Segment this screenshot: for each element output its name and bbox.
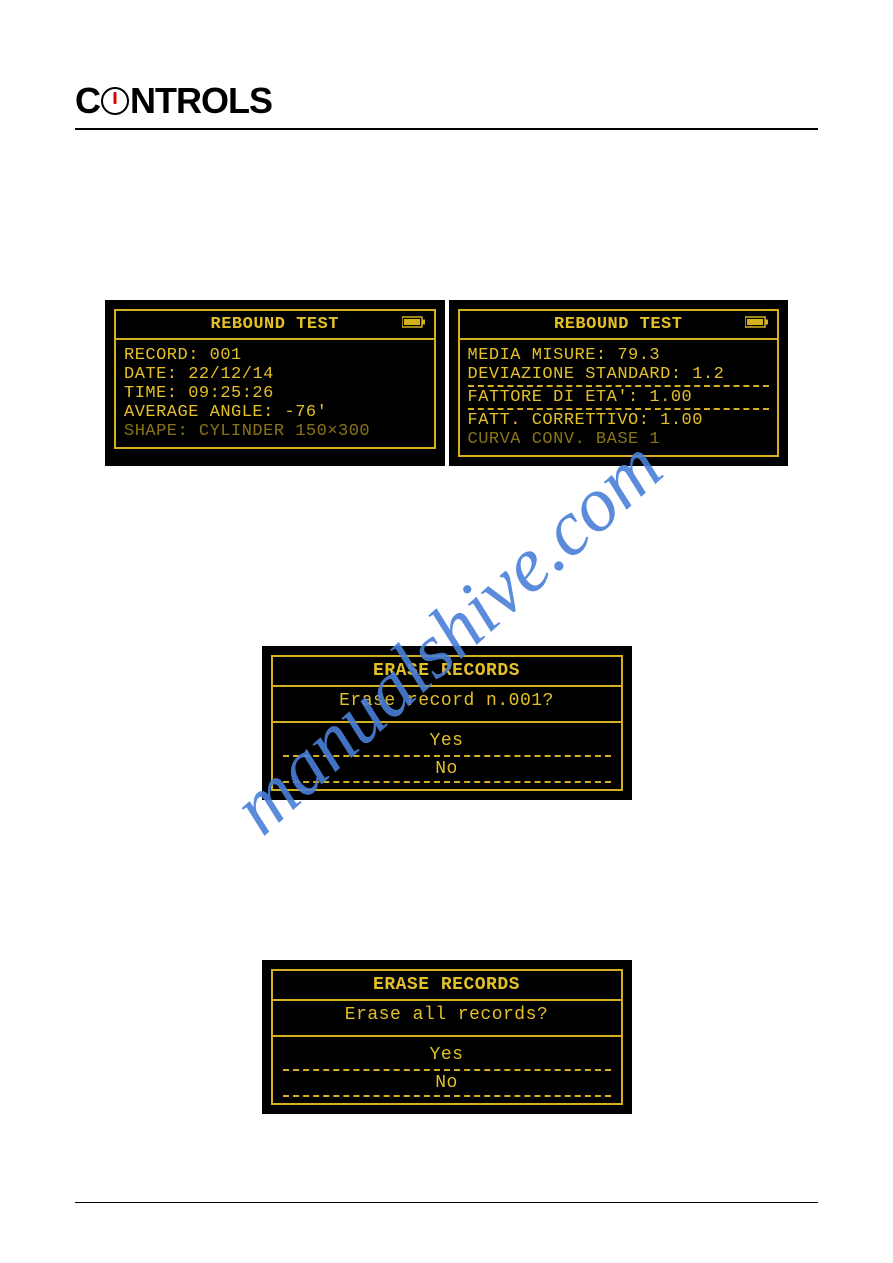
erase1-title-bar: ERASE RECORDS — [271, 655, 623, 687]
spacer — [40, 466, 853, 646]
battery-icon — [402, 315, 426, 335]
gauge-icon — [101, 87, 129, 115]
screen2-title-bar: REBOUND TEST — [458, 309, 780, 340]
screen1-line: SHAPE: CYLINDER 150×300 — [124, 422, 426, 441]
document-page: C NTROLS REBOUND TEST RECORD: 001 DATE: — [0, 0, 893, 1263]
screen1-line: RECORD: 001 — [124, 346, 426, 365]
screen1-line: DATE: 22/12/14 — [124, 365, 426, 384]
rebound-screens-row: REBOUND TEST RECORD: 001 DATE: 22/12/14 … — [105, 300, 788, 466]
spacer — [40, 800, 853, 960]
footer-underline — [75, 1202, 818, 1203]
screen1-title-bar: REBOUND TEST — [114, 309, 436, 340]
screen1-title: REBOUND TEST — [211, 315, 339, 334]
logo-text: C NTROLS — [75, 80, 272, 122]
erase1-title: ERASE RECORDS — [373, 661, 520, 681]
screen1-body: RECORD: 001 DATE: 22/12/14 TIME: 09:25:2… — [114, 340, 436, 449]
erase2-yes-option[interactable]: Yes — [283, 1043, 611, 1067]
erase2-no-option[interactable]: No — [283, 1069, 611, 1097]
erase2-title-bar: ERASE RECORDS — [271, 969, 623, 1001]
erase1-options: Yes No — [271, 721, 623, 791]
logo-post: NTROLS — [130, 80, 272, 122]
erase-all-panel: ERASE RECORDS Erase all records? Yes No — [262, 960, 632, 1114]
brand-logo: C NTROLS — [75, 80, 853, 122]
screen2-line: FATTORE DI ETA': 1.00 — [468, 385, 770, 410]
erase1-yes-option[interactable]: Yes — [283, 729, 611, 753]
screen2-body: MEDIA MISURE: 79.3 DEVIAZIONE STANDARD: … — [458, 340, 780, 457]
erase1-question: Erase record n.001? — [271, 687, 623, 721]
erase-record-panel: ERASE RECORDS Erase record n.001? Yes No — [262, 646, 632, 800]
battery-icon — [745, 315, 769, 335]
screen2-title: REBOUND TEST — [554, 315, 682, 334]
rebound-screen-left: REBOUND TEST RECORD: 001 DATE: 22/12/14 … — [105, 300, 445, 466]
erase2-title: ERASE RECORDS — [373, 975, 520, 995]
screen1-line: TIME: 09:25:26 — [124, 384, 426, 403]
screen2-line: MEDIA MISURE: 79.3 — [468, 346, 770, 365]
rebound-screen-right: REBOUND TEST MEDIA MISURE: 79.3 DEVIAZIO… — [449, 300, 789, 466]
logo-pre: C — [75, 80, 100, 122]
screen2-line: CURVA CONV. BASE 1 — [468, 430, 770, 449]
screen2-line: DEVIAZIONE STANDARD: 1.2 — [468, 365, 770, 384]
erase2-options: Yes No — [271, 1035, 623, 1105]
screen1-line: AVERAGE ANGLE: -76' — [124, 403, 426, 422]
erase1-no-option[interactable]: No — [283, 755, 611, 783]
header-underline — [75, 128, 818, 130]
screen2-line: FATT. CORRETTIVO: 1.00 — [468, 411, 770, 430]
erase2-question: Erase all records? — [271, 1001, 623, 1035]
